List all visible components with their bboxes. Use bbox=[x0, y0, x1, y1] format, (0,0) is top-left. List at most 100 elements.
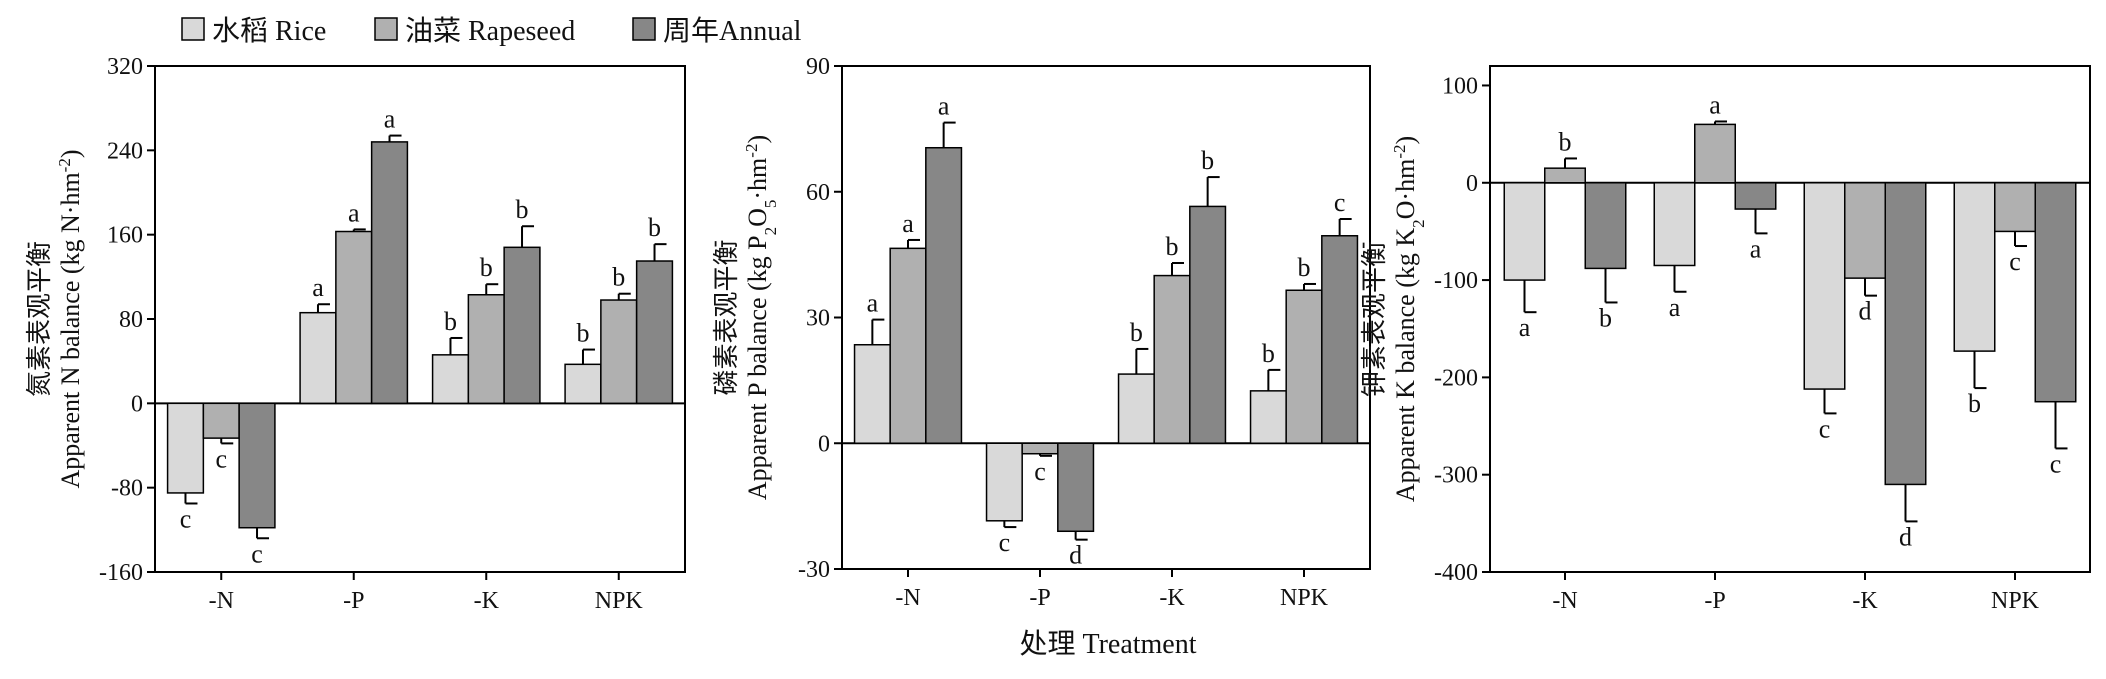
y-tick-label: 0 bbox=[131, 391, 143, 417]
significance-letter: b bbox=[1201, 146, 1214, 175]
y-tick-label: -200 bbox=[1434, 365, 1478, 391]
bar bbox=[1953, 182, 1996, 352]
significance-letter: b bbox=[1166, 232, 1179, 261]
bar bbox=[1321, 235, 1359, 444]
y-tick-label: -100 bbox=[1434, 268, 1478, 294]
significance-letter: b bbox=[648, 213, 661, 242]
bar bbox=[1285, 289, 1323, 445]
significance-letter: d bbox=[1899, 522, 1912, 551]
significance-letter: a bbox=[1519, 313, 1531, 342]
significance-letter: a bbox=[938, 92, 950, 121]
y-axis-title-part: ) bbox=[56, 149, 85, 158]
significance-letter: a bbox=[384, 105, 396, 134]
x-tick-label: -P bbox=[1029, 585, 1050, 611]
bar bbox=[1803, 182, 1846, 390]
bar bbox=[1117, 373, 1155, 444]
significance-letter: b bbox=[1298, 253, 1311, 282]
bar bbox=[600, 299, 638, 405]
y-axis-title-part: 2 bbox=[761, 227, 780, 236]
bar bbox=[238, 402, 276, 529]
significance-letter: b bbox=[1130, 318, 1143, 347]
bar bbox=[1584, 182, 1627, 270]
chart-panel-2: -30 0 30 60 90 -N -P -K NPK a c b b a c b b a d b c 磷素表观平衡 App… bbox=[712, 54, 1371, 611]
bar bbox=[1021, 442, 1059, 455]
y-axis-title-part: 5 bbox=[761, 200, 780, 209]
y-tick-label: -80 bbox=[111, 476, 143, 502]
bar bbox=[853, 343, 891, 444]
bar bbox=[166, 402, 205, 494]
significance-letter: c bbox=[2050, 449, 2062, 478]
y-axis-title-cn: 钾素表观平衡 bbox=[1360, 241, 1389, 397]
y-tick-label: 0 bbox=[818, 431, 830, 457]
legend-swatch-2 bbox=[374, 17, 398, 41]
significance-letter: c bbox=[1334, 188, 1346, 217]
x-tick-label: NPK bbox=[595, 588, 644, 614]
y-tick-label: -30 bbox=[798, 557, 830, 583]
bar bbox=[2034, 182, 2077, 403]
x-axis-title: 处理 Treatment bbox=[1019, 628, 1196, 660]
y-tick-label: 320 bbox=[107, 54, 143, 80]
significance-letter: b bbox=[1968, 389, 1981, 418]
bar bbox=[1189, 205, 1227, 444]
y-axis-title-part: -2 bbox=[1390, 144, 1409, 158]
significance-letter: b bbox=[480, 253, 493, 282]
legend-swatch-1 bbox=[181, 17, 205, 41]
significance-letter: c bbox=[2009, 247, 2021, 276]
bar bbox=[202, 402, 240, 439]
y-axis-title-part: Apparent K balance (kg K bbox=[1391, 228, 1420, 503]
plot-frame bbox=[1489, 65, 2091, 573]
significance-letter: a bbox=[312, 273, 324, 302]
y-tick-label: 90 bbox=[806, 54, 830, 80]
bar bbox=[889, 247, 927, 444]
y-tick-label: -400 bbox=[1434, 560, 1478, 586]
legend-label-1: 水稻 Rice bbox=[212, 15, 326, 47]
x-tick-label: -K bbox=[1159, 585, 1185, 611]
significance-letter: a bbox=[902, 209, 914, 238]
legend-label-3: 周年Annual bbox=[663, 15, 802, 47]
y-axis-title-part: O·hm bbox=[1391, 159, 1420, 220]
x-tick-label: -K bbox=[1852, 588, 1878, 614]
legend-swatch-3 bbox=[632, 17, 656, 41]
x-tick-label: NPK bbox=[1991, 588, 2040, 614]
significance-letter: b bbox=[444, 307, 457, 336]
bar bbox=[370, 141, 409, 405]
y-axis-title-part: ·hm bbox=[743, 158, 772, 200]
significance-letter: a bbox=[1750, 234, 1762, 263]
y-axis-title-part: O bbox=[743, 208, 772, 227]
bar bbox=[467, 294, 505, 405]
bar bbox=[1544, 167, 1586, 184]
x-tick-label: -N bbox=[895, 585, 920, 611]
y-axis-title-part: -2 bbox=[55, 158, 74, 172]
legend-label-2: 油菜 Rapeseed bbox=[405, 15, 575, 47]
y-tick-label: 0 bbox=[1466, 171, 1478, 197]
y-axis-title-cn: 磷素表观平衡 bbox=[712, 239, 741, 395]
y-axis-title-part: ) bbox=[1391, 136, 1420, 145]
bar bbox=[1057, 442, 1095, 533]
y-tick-label: 60 bbox=[806, 180, 830, 206]
bar bbox=[1844, 182, 1886, 279]
significance-letter: c bbox=[999, 528, 1011, 557]
bar bbox=[299, 311, 337, 405]
x-tick-label: -P bbox=[1704, 588, 1725, 614]
bar bbox=[1653, 182, 1696, 267]
y-axis-title-en: Apparent P balance (kg P2O5·hm-2) bbox=[742, 135, 780, 500]
significance-letter: c bbox=[215, 444, 227, 473]
y-tick-label: 80 bbox=[119, 307, 143, 333]
y-axis-title-en: Apparent N balance (kg N·hm-2) bbox=[55, 149, 86, 488]
bar bbox=[1694, 123, 1736, 184]
significance-letter: a bbox=[1709, 90, 1721, 119]
bar bbox=[503, 246, 541, 405]
significance-letter: d bbox=[1859, 297, 1872, 326]
x-tick-label: -N bbox=[1552, 588, 1577, 614]
y-axis-title-part: Apparent P balance (kg P bbox=[743, 235, 772, 500]
significance-letter: a bbox=[1669, 293, 1681, 322]
legend: 水稻 Rice 油菜 Rapeseed 周年Annual bbox=[181, 15, 802, 47]
y-tick-label: 100 bbox=[1442, 73, 1478, 99]
bar bbox=[1734, 182, 1777, 210]
bar bbox=[1249, 390, 1287, 444]
y-tick-label: -160 bbox=[99, 560, 143, 586]
bar bbox=[564, 363, 602, 405]
